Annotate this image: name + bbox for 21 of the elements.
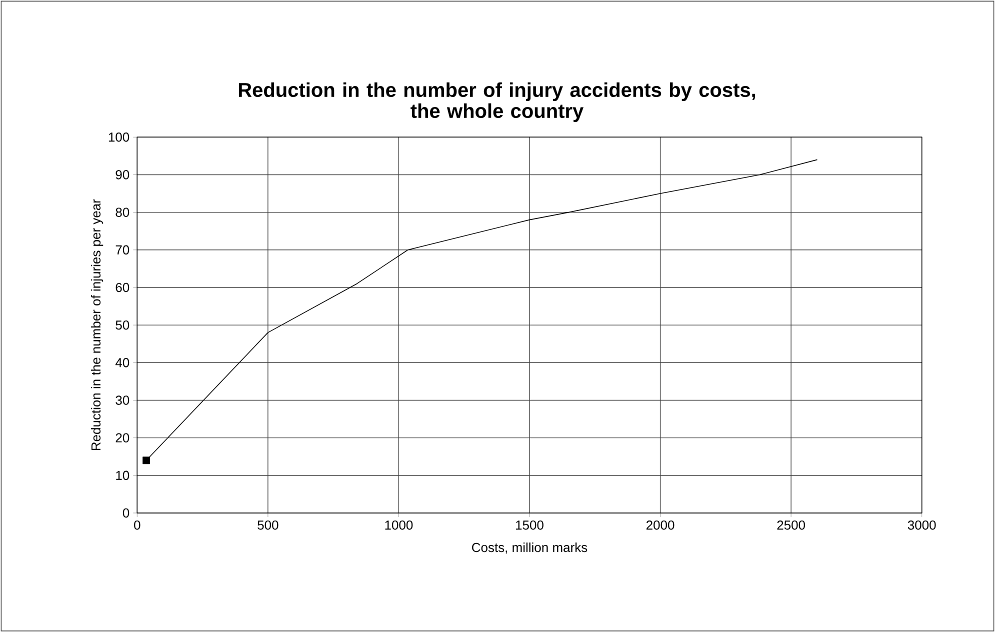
x-tick-label: 500 [258, 520, 278, 530]
x-tick-label: 2500 [777, 520, 805, 530]
x-tick-label: 0 [134, 520, 140, 530]
x-tick-label: 1500 [516, 520, 544, 530]
y-tick-label: 40 [115, 358, 130, 368]
x-tick-label: 1000 [385, 520, 413, 530]
chart-title: Reduction in the number of injury accidents by costs, the whole country [238, 82, 756, 122]
y-tick-label: 80 [116, 208, 130, 217]
y-tick-label: 60 [116, 282, 130, 292]
y-tick-label: 0 [122, 508, 130, 518]
y-tick-label: 50 [116, 320, 130, 330]
x-tick-label: 2000 [646, 520, 674, 530]
y-tick-label: 20 [116, 433, 130, 442]
y-tick-label: 30 [116, 396, 130, 405]
y-tick-label: 100 [108, 132, 130, 142]
y-tick-label: 90 [116, 170, 130, 180]
x-tick-label: 3000 [908, 520, 936, 530]
y-axis-title: Reduction in the number of injuries per year [90, 199, 104, 450]
y-tick-label: 10 [116, 470, 130, 480]
y-tick-label: 70 [116, 245, 130, 254]
x-axis-title: Costs, million marks [472, 542, 588, 554]
